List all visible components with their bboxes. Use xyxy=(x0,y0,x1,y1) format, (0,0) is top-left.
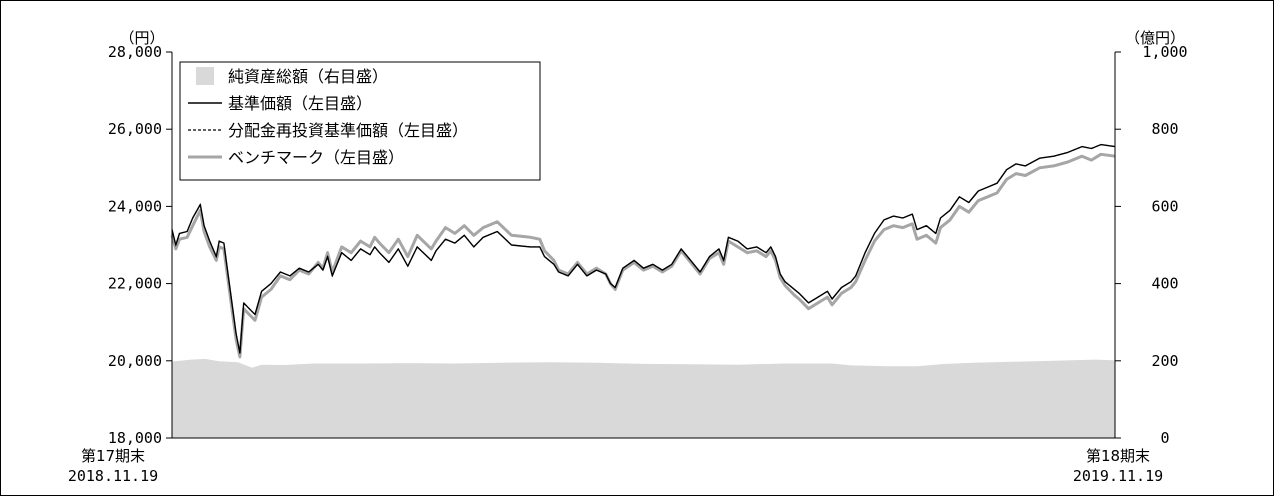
left-tick-label: 18,000 xyxy=(108,429,162,447)
legend-label-benchmark: ベンチマーク（左目盛） xyxy=(228,148,404,167)
reinvested-nav-line xyxy=(171,144,1116,354)
right-tick-label: 1,000 xyxy=(1142,43,1187,61)
right-tick-label: 800 xyxy=(1151,120,1178,138)
benchmark-line xyxy=(170,152,1116,359)
left-axis-unit: （円） xyxy=(119,29,164,47)
left-tick-label: 22,000 xyxy=(108,275,162,293)
legend-box xyxy=(179,61,541,181)
right-tick-label: 0 xyxy=(1160,429,1169,447)
legend-swatch-net-assets xyxy=(196,67,214,85)
right-axis-ticks: 1,000 800 600 400 200 0 xyxy=(1115,43,1188,447)
chart-legend: 純資産総額（右目盛） 基準価額（左目盛） 分配金再投資基準価額（左目盛） ベンチ… xyxy=(179,61,541,181)
left-tick-label: 20,000 xyxy=(108,352,162,370)
x-start-date-label: 2018.11.19 xyxy=(68,467,158,485)
x-start-period-label: 第17期末 xyxy=(81,447,145,465)
x-end-date-label: 2019.11.19 xyxy=(1073,467,1163,485)
price-lines-layer xyxy=(170,143,1116,359)
right-tick-label: 200 xyxy=(1151,352,1178,370)
left-tick-label: 28,000 xyxy=(108,43,162,61)
right-tick-label: 600 xyxy=(1151,197,1178,215)
legend-label-reinvested-nav: 分配金再投資基準価額（左目盛） xyxy=(228,121,468,140)
axes-layer xyxy=(171,52,1116,439)
left-axis-ticks: 28,000 26,000 24,000 22,000 20,000 18,000 xyxy=(108,43,172,447)
legend-label-net-assets: 純資産総額（右目盛） xyxy=(228,67,388,86)
net-assets-area xyxy=(172,358,1115,438)
left-tick-label: 24,000 xyxy=(108,197,162,215)
x-end-period-label: 第18期末 xyxy=(1086,447,1150,465)
net-assets-area-layer xyxy=(172,358,1115,438)
left-tick-label: 26,000 xyxy=(108,120,162,138)
legend-label-nav: 基準価額（左目盛） xyxy=(228,94,372,113)
right-axis-unit: （億円） xyxy=(1125,29,1185,47)
right-tick-label: 400 xyxy=(1151,275,1178,293)
